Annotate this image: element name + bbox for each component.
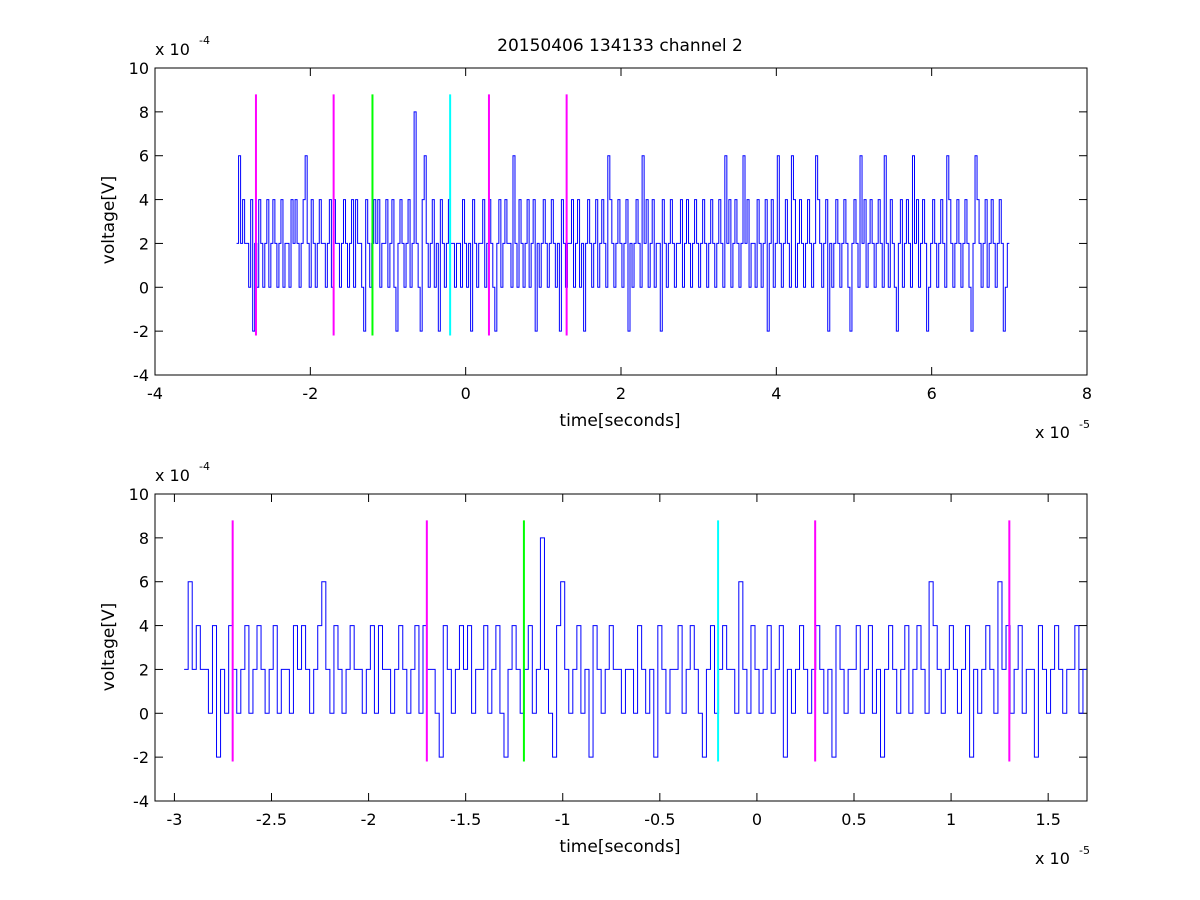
x-tick-label: -2.5 [256,810,287,829]
y-tick-label: -4 [133,792,149,811]
x-tick-label: 0 [752,810,762,829]
y-axis-ticks: -4 -2 0 2 4 6 8 10 [129,59,1087,385]
y-tick-label: 10 [129,59,149,78]
y-tick-label: 2 [139,234,149,253]
chart-title: 20150406 134133 channel 2 [497,36,743,56]
y-tick-label: 6 [139,147,149,166]
plot-frame [154,493,1088,802]
plot-area [184,520,1087,762]
signal-line [184,537,1087,758]
x-tick-label: 4 [771,384,781,403]
x-tick-label: 6 [927,384,937,403]
y-multiplier: x 10 [155,466,190,485]
y-exponent-label: x 10 -4 [155,460,210,485]
x-axis-ticks: -4 -2 0 2 4 6 8 [147,68,1092,403]
x-tick-label: 1 [946,810,956,829]
subplot-top: 20150406 134133 channel 2 -4 -2 0 2 4 6 8 10 -4… [99,34,1092,442]
x-tick-label: 1.5 [1035,810,1060,829]
y-tick-label: -2 [133,748,149,767]
y-tick-label: 10 [129,485,149,504]
y-exponent: -4 [199,460,210,473]
x-tick-label: 2 [616,384,626,403]
y-axis-ticks: -4 -2 0 2 4 6 8 10 [129,485,1087,811]
y-tick-label: 0 [139,704,149,723]
x-tick-label: -1.5 [450,810,481,829]
y-exponent-label: x 10 -4 [155,34,210,59]
y-tick-label: 8 [139,103,149,122]
x-tick-label: 0 [461,384,471,403]
signal-line [236,111,1010,332]
x-multiplier: x 10 [1035,423,1070,442]
y-tick-label: 6 [139,573,149,592]
x-tick-label: 8 [1082,384,1092,403]
y-tick-label: 4 [139,617,149,636]
subplot-bottom: -4 -2 0 2 4 6 8 10 -3 -2.5 -2 -1.5 -1 -0.5 0 0.5 1 1.5 t… [99,460,1090,868]
x-axis-label: time[seconds] [559,837,680,857]
y-exponent: -4 [199,34,210,47]
x-tick-label: -1 [555,810,571,829]
y-tick-label: -2 [133,322,149,341]
x-tick-label: -0.5 [644,810,675,829]
x-tick-label: -4 [147,384,163,403]
x-exponent: -5 [1079,844,1090,857]
y-tick-label: -4 [133,366,149,385]
plot-area [236,94,1010,336]
x-axis-label: time[seconds] [559,411,680,431]
x-exponent-label: x 10 -5 [1035,844,1090,868]
y-tick-label: 2 [139,660,149,679]
y-axis-label: voltage[V] [99,176,119,264]
x-tick-label: 0.5 [841,810,866,829]
x-tick-label: -2 [302,384,318,403]
y-multiplier: x 10 [155,40,190,59]
x-multiplier: x 10 [1035,849,1070,868]
x-axis-ticks: -3 -2.5 -2 -1.5 -1 -0.5 0 0.5 1 1.5 [166,494,1061,829]
x-tick-label: -3 [166,810,182,829]
x-exponent: -5 [1079,418,1090,431]
y-axis-label: voltage[V] [99,603,119,691]
x-exponent-label: x 10 -5 [1035,418,1090,442]
x-tick-label: -2 [361,810,377,829]
y-tick-label: 4 [139,191,149,210]
y-tick-label: 8 [139,529,149,548]
y-tick-label: 0 [139,278,149,297]
